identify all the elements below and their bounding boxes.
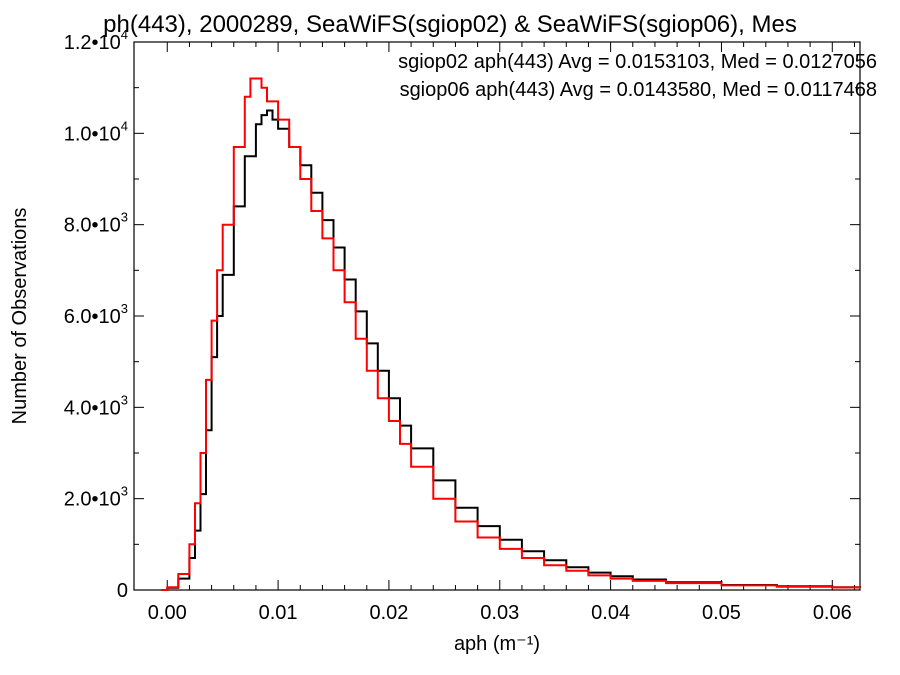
y-tick-label: 1.0•104: [64, 118, 128, 145]
legend-entry-sgiop02: sgiop02 aph(443) Avg = 0.0153103, Med = …: [398, 51, 877, 73]
series-line-sgiop06: [161, 77, 861, 591]
y-tick-label: 2.0•103: [64, 484, 128, 511]
series-line-sgiop02: [161, 109, 861, 591]
y-tick-label: 1.2•104: [64, 27, 128, 54]
x-tick-label: 0.01: [259, 602, 298, 624]
y-tick-label: 6.0•103: [64, 301, 128, 328]
y-axis-ticks: 0 2.0•103 4.0•103 6.0•103 8.0•103 1.0•104 1.2•…: [64, 27, 860, 602]
series-layer: [161, 77, 861, 591]
y-tick-label: 0: [117, 580, 128, 602]
x-tick-label: 0.06: [813, 602, 852, 624]
x-axis-ticks: 0.00 0.01 0.02 0.03 0.04 0.05 0.06: [148, 42, 855, 624]
y-axis-label: Number of Observations: [9, 208, 31, 425]
x-tick-label: 0.04: [591, 602, 630, 624]
plot-frame: [133, 41, 861, 591]
x-tick-label: 0.03: [480, 602, 519, 624]
x-tick-label: 0.00: [148, 602, 187, 624]
x-axis-label: aph (m⁻¹): [454, 633, 540, 655]
y-tick-label: 8.0•103: [64, 210, 128, 237]
x-tick-label: 0.05: [702, 602, 741, 624]
plot-border: [133, 41, 861, 591]
legend-entry-sgiop06: sgiop06 aph(443) Avg = 0.0143580, Med = …: [400, 79, 877, 101]
x-tick-label: 0.02: [369, 602, 408, 624]
y-tick-label: 4.0•103: [64, 392, 128, 419]
chart-title: ph(443), 2000289, SeaWiFS(sgiop02) & Sea…: [103, 11, 797, 38]
